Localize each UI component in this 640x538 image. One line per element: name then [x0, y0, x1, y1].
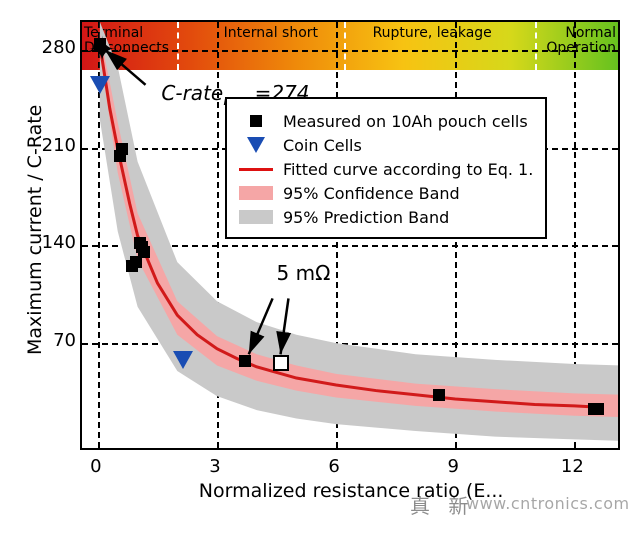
legend-swatch-2 [239, 160, 273, 178]
legend-text-4: 95% Prediction Band [283, 208, 449, 227]
ytick-140: 140 [36, 232, 76, 253]
legend-swatch-1 [239, 136, 273, 154]
corner-glyphs: 真 新 [410, 490, 474, 519]
xtick-3: 3 [200, 456, 230, 477]
xtick-0: 0 [81, 456, 111, 477]
coin-point-0 [90, 76, 110, 94]
legend-text-0: Measured on 10Ah pouch cells [283, 112, 528, 131]
watermark-text: www.cntronics.com [466, 494, 630, 513]
xtick-6: 6 [319, 456, 349, 477]
pouch-open-point-0 [273, 355, 289, 371]
legend-item-3: 95% Confidence Band [239, 181, 533, 205]
legend-item-4: 95% Prediction Band [239, 205, 533, 229]
pouch-point-9 [433, 389, 445, 401]
legend-item-0: Measured on 10Ah pouch cells [239, 109, 533, 133]
ytick-280: 280 [36, 37, 76, 58]
legend-text-2: Fitted curve according to Eq. 1. [283, 160, 533, 179]
legend-swatch-3 [239, 184, 273, 202]
legend-box: Measured on 10Ah pouch cells Coin Cells Fi… [225, 97, 547, 239]
ytick-210: 210 [36, 135, 76, 156]
pouch-point-2 [116, 143, 128, 155]
legend-item-2: Fitted curve according to Eq. 1. [239, 157, 533, 181]
pouch-point-7 [138, 246, 150, 258]
coin-point-1 [173, 351, 193, 369]
ytick-70: 70 [36, 330, 76, 351]
pouch-point-8 [239, 355, 251, 367]
legend-swatch-0 [239, 112, 273, 130]
plot-area: Terminal DisconnectsInternal shortRuptur… [80, 20, 620, 450]
legend-swatch-4 [239, 208, 273, 226]
legend-item-1: Coin Cells [239, 133, 533, 157]
legend-text-1: Coin Cells [283, 136, 362, 155]
pouch-point-11 [592, 403, 604, 415]
xtick-12: 12 [557, 456, 587, 477]
xtick-9: 9 [438, 456, 468, 477]
chart-frame: Terminal DisconnectsInternal shortRuptur… [0, 0, 640, 538]
legend-text-3: 95% Confidence Band [283, 184, 460, 203]
annotation-5mohm: 5 mΩ [277, 261, 331, 285]
